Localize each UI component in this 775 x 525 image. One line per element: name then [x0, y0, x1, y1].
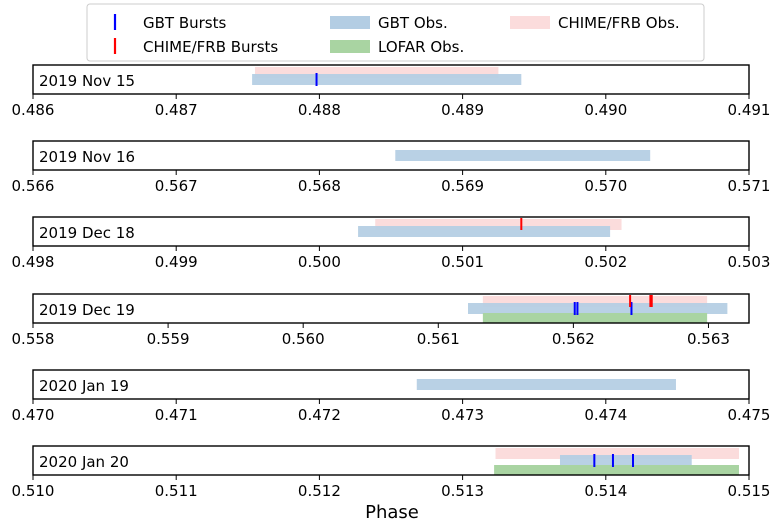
x-tick-label: 0.472: [298, 406, 341, 424]
x-tick-label: 0.491: [728, 101, 771, 119]
x-tick-label: 0.558: [12, 330, 55, 348]
gbt-obs-band: [358, 226, 611, 237]
panel-date-label: 2020 Jan 19: [39, 377, 129, 395]
legend-label-chime_obs: CHIME/FRB Obs.: [558, 14, 680, 32]
panel-5: 2020 Jan 20 0.510 0.511 0.512 0.513 0.514 0.51…: [12, 445, 771, 500]
chime-obs-band: [495, 448, 739, 459]
x-tick-label: 0.514: [584, 482, 627, 500]
panel-4: 2020 Jan 19 0.470 0.471 0.472 0.473 0.474 0.47…: [12, 369, 771, 424]
x-tick-label: 0.568: [298, 177, 341, 195]
panels: 2019 Nov 15 0.486 0.487 0.488 0.489 0.490 0.49…: [12, 64, 771, 500]
legend-swatch-lofar_obs: [330, 40, 370, 53]
x-tick-label: 0.473: [441, 406, 484, 424]
panel-frame: [32, 445, 750, 476]
x-axis-title: Phase: [365, 502, 419, 523]
gbt-obs-band: [252, 74, 522, 85]
x-tick-label: 0.470: [12, 406, 55, 424]
legend-swatch-gbt_obs: [330, 16, 370, 29]
x-tick-label: 0.498: [12, 253, 55, 271]
panel-date-label: 2020 Jan 20: [39, 453, 129, 471]
chime-obs-band: [482, 296, 708, 307]
x-tick-label: 0.562: [552, 330, 595, 348]
chime-obs-band: [375, 219, 622, 230]
x-tick-label: 0.503: [728, 253, 771, 271]
panel-date-label: 2019 Dec 18: [39, 224, 135, 242]
x-tick-label: 0.489: [441, 101, 484, 119]
x-tick-label: 0.570: [584, 177, 627, 195]
x-tick-label: 0.501: [441, 253, 484, 271]
x-tick-label: 0.566: [12, 177, 55, 195]
x-tick-label: 0.513: [441, 482, 484, 500]
legend-label-chime_burst: CHIME/FRB Bursts: [143, 38, 278, 56]
panel-frame: [32, 216, 750, 247]
x-tick-label: 0.499: [155, 253, 198, 271]
panel-date-label: 2019 Nov 16: [39, 148, 135, 166]
panel-0: 2019 Nov 15 0.486 0.487 0.488 0.489 0.490 0.49…: [12, 64, 771, 119]
x-tick-label: 0.515: [728, 482, 771, 500]
x-tick-label: 0.512: [298, 482, 341, 500]
panel-frame: [32, 293, 750, 324]
x-tick-label: 0.487: [155, 101, 198, 119]
legend-label-lofar_obs: LOFAR Obs.: [378, 38, 464, 56]
gbt-obs-band: [468, 303, 728, 314]
legend-label-gbt_obs: GBT Obs.: [378, 14, 448, 32]
x-tick-label: 0.502: [584, 253, 627, 271]
x-tick-label: 0.510: [12, 482, 55, 500]
panel-frame: [32, 369, 750, 400]
x-tick-label: 0.500: [298, 253, 341, 271]
panel-date-label: 2019 Nov 15: [39, 72, 135, 90]
chime-obs-band: [254, 67, 499, 78]
x-tick-label: 0.475: [728, 406, 771, 424]
x-tick-label: 0.559: [147, 330, 190, 348]
legend-label-gbt_burst: GBT Bursts: [143, 14, 227, 32]
x-tick-label: 0.563: [687, 330, 730, 348]
x-tick-label: 0.490: [584, 101, 627, 119]
panel-frame: [32, 140, 750, 171]
x-tick-label: 0.571: [728, 177, 771, 195]
x-tick-label: 0.471: [155, 406, 198, 424]
panel-frame: [32, 64, 750, 95]
x-tick-label: 0.486: [12, 101, 55, 119]
x-tick-label: 0.474: [584, 406, 627, 424]
lofar-obs-band: [482, 313, 708, 323]
x-tick-label: 0.561: [417, 330, 460, 348]
panel-3: 2019 Dec 19 0.558 0.559 0.560 0.561 0.562 0.56…: [12, 293, 750, 348]
x-tick-label: 0.488: [298, 101, 341, 119]
panel-date-label: 2019 Dec 19: [39, 301, 135, 319]
gbt-obs-band: [416, 379, 676, 390]
legend: GBT Bursts CHIME/FRB Bursts GBT Obs. LOFAR …: [86, 3, 705, 62]
gbt-obs-band: [559, 455, 692, 466]
gbt-obs-band: [395, 150, 651, 161]
x-tick-label: 0.560: [282, 330, 325, 348]
legend-swatch-chime_obs: [510, 16, 550, 29]
lofar-obs-band: [494, 465, 739, 475]
x-tick-label: 0.511: [155, 482, 198, 500]
panel-1: 2019 Nov 16 0.566 0.567 0.568 0.569 0.570 0.57…: [12, 140, 771, 195]
x-tick-label: 0.567: [155, 177, 198, 195]
x-tick-label: 0.569: [441, 177, 484, 195]
panel-2: 2019 Dec 18 0.498 0.499 0.500 0.501 0.502 0.50…: [12, 216, 771, 271]
